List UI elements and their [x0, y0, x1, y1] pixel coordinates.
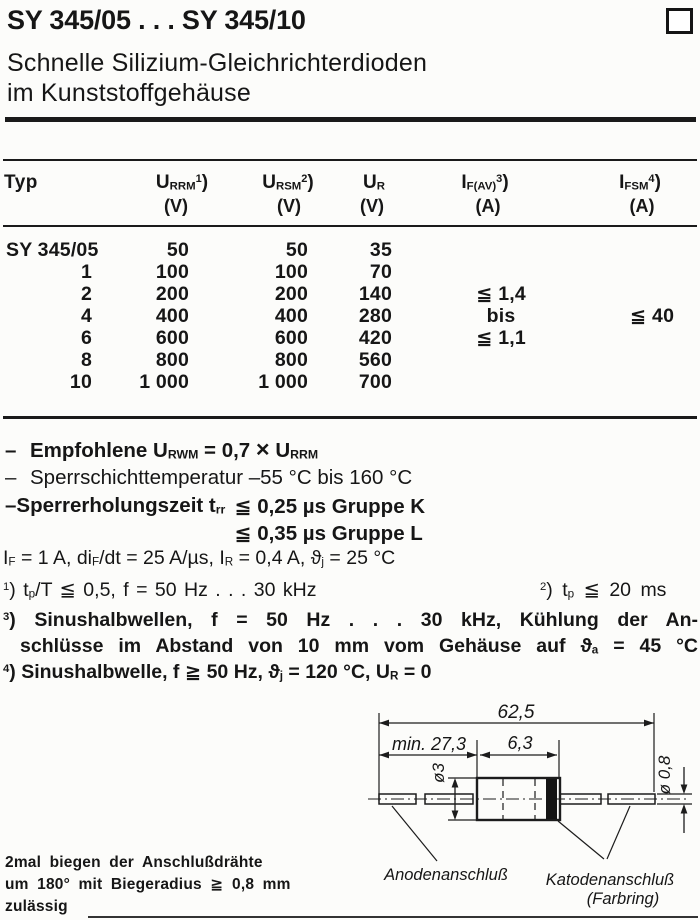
- footnote-3-line-1: 3) Sinushalbwellen, f = 50 Hz . . . 30 k…: [3, 609, 698, 631]
- diode-body: [475, 776, 562, 822]
- column-unit-urrm: (V): [164, 196, 188, 216]
- page-bottom-rule: [88, 916, 698, 918]
- table-row: 1 100 100 70: [0, 261, 700, 283]
- leader-lines: [391, 805, 631, 862]
- table-row: 2 200 200 140 ≦ 1,4: [0, 283, 700, 305]
- ratings-table: SY 345/05 50 50 35 1 100 100 70 2 200 20…: [0, 239, 700, 393]
- column-header-typ: Typ: [4, 172, 38, 193]
- subtitle-line-2: im Kunststoffgehäuse: [7, 79, 251, 107]
- table-row: 4 400 400 280 bis ≦ 40: [0, 305, 700, 327]
- corner-square-mark: [666, 8, 693, 34]
- column-unit-ur: (V): [360, 196, 384, 216]
- column-header-ifsm: IFSM4): [619, 172, 661, 193]
- footnote-2: 2) tp ≦ 20 ms: [540, 579, 667, 601]
- note-recovery-group-l: ≦ 0,35 µs Gruppe L: [234, 522, 423, 545]
- footnote-4: 4) Sinushalbwelle, f ≧ 50 Hz, ϑj = 120 °…: [3, 661, 432, 683]
- column-header-urrm: URRM1): [155, 172, 209, 193]
- bend-note-line-2: um 180° mit Biegeradius ≧ 0,8 mm: [5, 876, 291, 893]
- column-unit-ifav: (A): [475, 196, 501, 216]
- package-outline-drawing: 62,5 min. 27,3 6,3 ø3 ø 0,8 Anodenanschl…: [368, 702, 692, 908]
- lead-bending-note: 2mal biegen der Anschlußdrähte um 180° m…: [5, 852, 291, 918]
- cell-typ: 4: [80, 305, 92, 327]
- note-recovery-group-k: ≦ 0,25 µs Gruppe K: [234, 495, 426, 518]
- table-bottom-rule: [3, 416, 697, 419]
- cell-typ: 2: [80, 283, 92, 305]
- note-recommended-urwm: – Empfohlene URWM = 0,7 × URRM: [5, 436, 319, 462]
- anode-label: Anodenanschluß: [383, 866, 508, 884]
- dimension-body-length: 6,3: [507, 733, 532, 753]
- extension-lines: [378, 713, 692, 821]
- dimension-wire-diameter: ø 0,8: [655, 755, 674, 794]
- table-header-rule: [3, 225, 697, 227]
- column-header-ur: UR: [363, 172, 385, 193]
- dimension-overall-length: 62,5: [498, 702, 535, 723]
- subtitle-line-1: Schnelle Silizium-Gleichrichterdioden: [7, 49, 428, 77]
- note-junction-temperature: – Sperrschichttemperatur –55 °C bis 160 °…: [5, 466, 413, 489]
- dimension-lead-length: min. 27,3: [392, 734, 466, 754]
- column-unit-ifsm: (A): [629, 196, 655, 216]
- dimension-body-diameter: ø3: [429, 763, 448, 783]
- page-title: SY 345/05 . . . SY 345/10: [7, 5, 306, 35]
- cell-typ: 1: [80, 261, 92, 283]
- cell-typ: 6: [80, 327, 92, 349]
- cell-typ: 8: [80, 349, 92, 371]
- column-unit-ursm: (V): [277, 196, 301, 216]
- cell-typ: 10: [69, 371, 92, 393]
- bend-note-line-1: 2mal biegen der Anschlußdrähte: [5, 854, 263, 871]
- cell-typ: SY 345/05: [6, 239, 99, 261]
- table-row: 8 800 800 560: [0, 349, 700, 371]
- cathode-band: [546, 779, 557, 819]
- note-reverse-recovery: –Sperrerholungszeit trr ≦ 0,25 µs Gruppe…: [5, 494, 425, 548]
- footnote-1: 1) tp/T ≦ 0,5, f = 50 Hz . . . 30 kHz: [3, 579, 317, 601]
- table-top-rule: [3, 159, 697, 161]
- column-header-ursm: URSM2): [262, 172, 314, 193]
- cathode-colorring-label: (Farbring): [587, 890, 659, 908]
- column-header-ifav: IF(AV)3): [461, 172, 509, 193]
- header-divider-rule: [5, 117, 696, 122]
- page-subtitle: Schnelle Silizium-Gleichrichterdioden im…: [7, 48, 427, 108]
- bend-note-line-3: zulässig: [5, 898, 68, 915]
- table-row: 10 1 000 1 000 700: [0, 371, 700, 393]
- table-row: SY 345/05 50 50 35: [0, 239, 700, 261]
- table-row: 6 600 600 420 ≦ 1,1: [0, 327, 700, 349]
- cathode-label: Katodenanschluß: [546, 871, 674, 889]
- footnote-test-conditions: IF = 1 A, diF/dt = 25 A/µs, IR = 0,4 A, …: [3, 547, 396, 569]
- footnote-3-line-2: schlüsse im Abstand von 10 mm vom Gehäus…: [20, 635, 699, 657]
